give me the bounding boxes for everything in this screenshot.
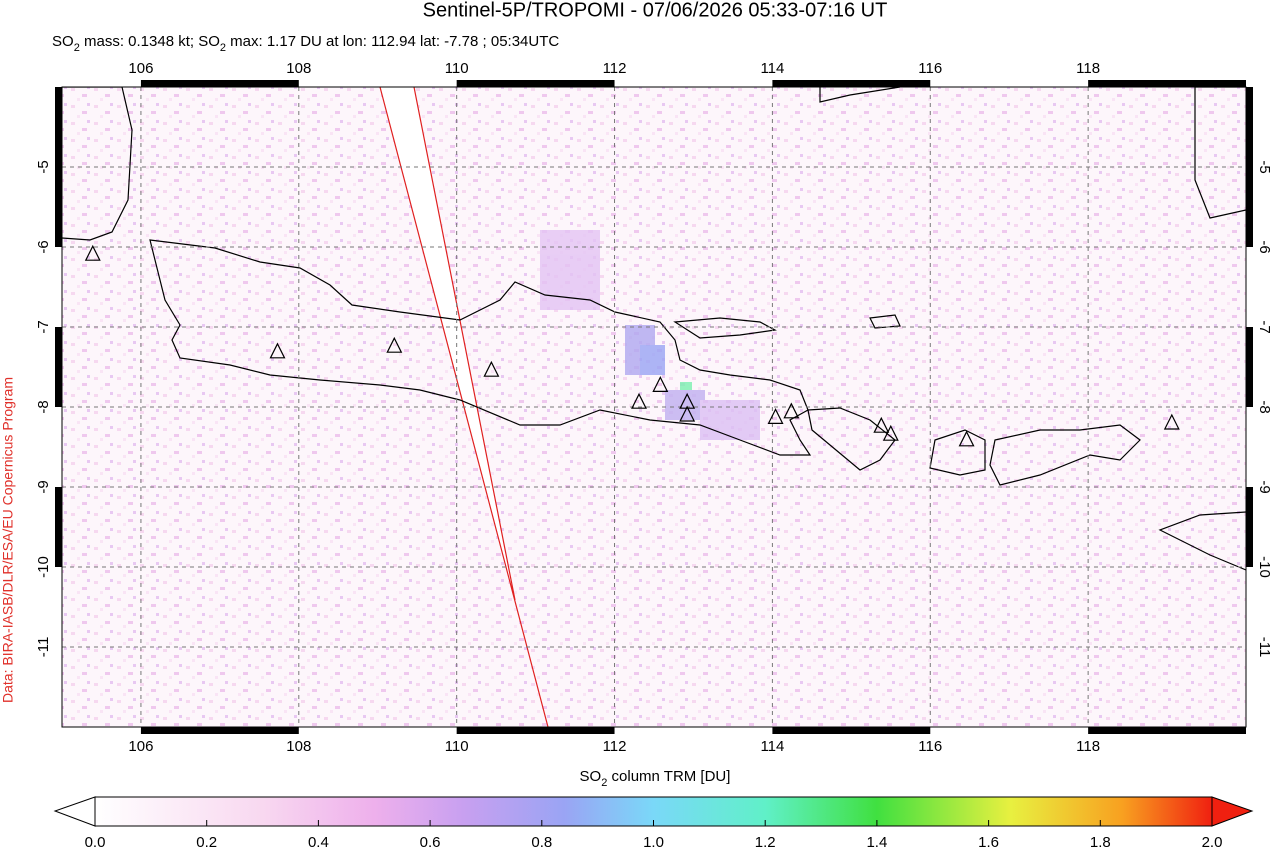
volcanoes (84, 244, 1180, 447)
axes: 106 106 108 108 110 110 112 112 114 114 116 116 118 1… (35, 60, 1272, 755)
volcano (631, 392, 647, 409)
frame-bar (1246, 167, 1253, 247)
frame-bars (55, 80, 1253, 734)
y-tick-label: -8 (1256, 400, 1272, 413)
frame-bar (1246, 487, 1253, 567)
text-part: column TRM [DU] (607, 768, 730, 785)
x-tick-label: 108 (286, 738, 311, 755)
x-tick-label: 114 (760, 738, 784, 755)
y-tick-label: -10 (1256, 556, 1272, 578)
x-tick-label: 108 (286, 60, 311, 77)
colorbar-tick-label: 0.2 (196, 834, 217, 851)
colorbar-label: SO2 column TRM [DU] (580, 768, 731, 789)
text-part: SO (580, 768, 602, 785)
y-tick-label: -5 (35, 160, 52, 173)
frame-bar (772, 80, 931, 87)
frame-bar (456, 727, 615, 734)
y-tick-label: -10 (35, 556, 52, 578)
frame-bar (55, 87, 62, 167)
x-tick-label: 116 (918, 60, 942, 77)
x-tick-label: 112 (603, 738, 627, 755)
subscript: 2 (220, 42, 226, 54)
x-tick-label: 114 (760, 60, 784, 77)
frame-bar (140, 80, 299, 87)
frame-bar (1246, 327, 1253, 407)
grid (62, 87, 1246, 727)
text-part: mass: 0.1348 kt; SO (80, 33, 220, 50)
subscript: 2 (601, 777, 607, 789)
colorbar-tick-label: 1.6 (978, 834, 999, 851)
volcano (652, 376, 669, 392)
text-part: max: 1.17 DU at lon: 112.94 lat: -7.78 ;… (226, 33, 559, 50)
x-tick-label: 106 (128, 738, 153, 755)
colorbar-tick-label: 0.6 (420, 834, 441, 851)
x-tick-label: 112 (603, 60, 627, 77)
y-tick-label: -9 (35, 480, 52, 493)
frame-bar (456, 80, 615, 87)
title: Sentinel-5P/TROPOMI - 07/06/2026 05:33-0… (423, 0, 888, 21)
y-tick-label: -11 (35, 637, 52, 658)
y-tick-label: -7 (35, 320, 52, 333)
x-tick-label: 118 (1076, 738, 1100, 755)
x-tick-label: 110 (445, 60, 469, 77)
text-part: SO (52, 33, 74, 50)
y-tick-label: -11 (1256, 637, 1272, 658)
x-tick-label: 110 (445, 738, 469, 755)
colorbar-under (53, 796, 96, 827)
y-tick-label: -6 (1256, 240, 1272, 253)
colorbar-tick-label: 1.4 (866, 834, 887, 851)
colorbar-tick-label: 0.4 (308, 834, 329, 851)
volcano (958, 430, 975, 447)
frame-bar (1088, 80, 1246, 87)
colorbar-tick-label: 1.0 (643, 834, 664, 851)
y-tick-label: -5 (1256, 160, 1272, 173)
subtitle: SO2 mass: 0.1348 kt; SO2 max: 1.17 DU at… (52, 33, 559, 54)
frame-bar (1088, 727, 1246, 734)
volcano (767, 408, 784, 424)
x-tick-label: 106 (128, 60, 153, 77)
y-tick-label: -8 (35, 400, 52, 413)
y-tick-label: -6 (35, 240, 52, 253)
y-tick-label: -9 (1256, 480, 1272, 493)
coastlines (62, 87, 1246, 571)
y-tick-label: -7 (1256, 320, 1272, 333)
colorbar-tick-label: 0.8 (531, 834, 552, 851)
frame-bar (1246, 87, 1253, 167)
volcano (269, 342, 286, 359)
frame-bar (140, 727, 299, 734)
credit: Data: BIRA-IASB/DLR/ESA/EU Copernicus Pr… (0, 377, 16, 703)
map-layer (62, 87, 1246, 727)
volcano (386, 336, 403, 353)
colorbar-tick-label: 1.8 (1090, 834, 1111, 851)
volcano (84, 244, 101, 261)
volcano (783, 402, 800, 419)
colorbar-over (1211, 796, 1254, 827)
volcano (483, 360, 500, 377)
colorbar-tick-label: 1.2 (755, 834, 776, 851)
colorbar-tick-label: 2.0 (1202, 834, 1223, 851)
colorbar-ticks: 0.0 0.2 0.4 0.6 0.8 1.0 1.2 1.4 1.6 1.8 2.0 (85, 820, 1223, 851)
frame-bar (55, 167, 62, 247)
colorbar-tick-label: 0.0 (85, 834, 106, 851)
volcano (1163, 413, 1180, 430)
subscript: 2 (74, 42, 80, 54)
volcano (873, 416, 890, 433)
x-tick-label: 118 (1076, 60, 1100, 77)
frame-bar (772, 727, 931, 734)
volcano (679, 405, 696, 422)
x-tick-label: 116 (918, 738, 942, 755)
frame-bar (55, 327, 62, 407)
volcano (882, 424, 899, 441)
frame-bar (55, 487, 62, 567)
